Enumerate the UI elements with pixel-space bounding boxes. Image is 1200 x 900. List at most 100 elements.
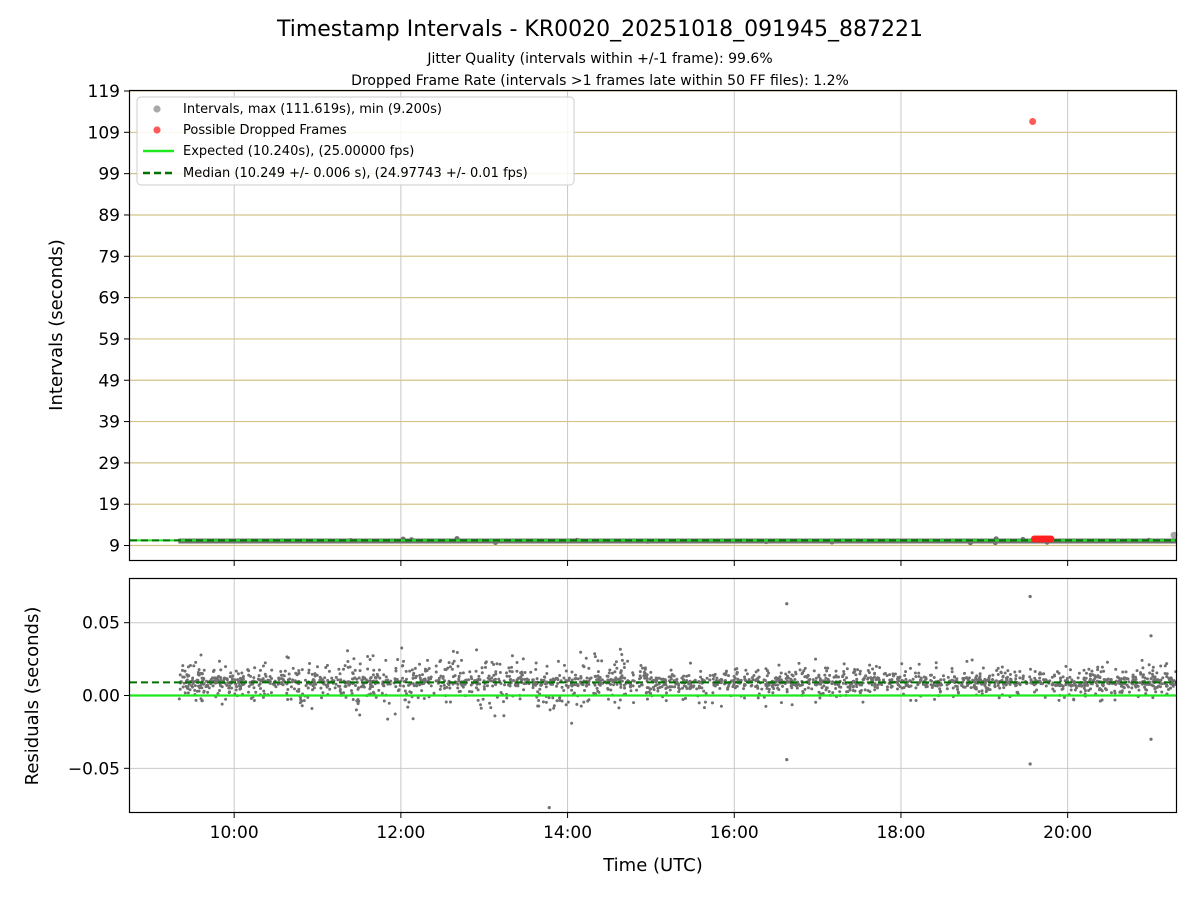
residual-point [1055,670,1059,674]
residual-point [209,678,213,682]
residual-point [544,685,548,689]
residual-point [903,674,907,678]
residual-point [711,677,715,681]
residual-point [855,685,859,689]
legend-expected-label: Expected (10.240s), (25.00000 fps) [183,144,414,159]
residual-point [664,691,668,695]
residual-point [297,669,301,673]
residual-point [503,683,507,687]
residual-point [280,680,284,684]
residual-point [885,688,889,692]
residual-point [269,691,273,695]
residual-point [540,683,544,687]
residual-point [1083,689,1087,693]
residual-point [911,677,915,681]
residual-point [1042,672,1046,676]
residual-point [488,677,492,681]
residual-point [579,650,583,654]
bottom-y-tick-label: 0.00 [82,687,120,707]
residual-point [287,672,291,676]
residual-point [1082,686,1086,690]
residual-point [1033,669,1037,673]
residual-point [917,681,921,685]
residual-point [225,678,229,682]
residual-point [643,671,647,675]
residual-point [988,674,992,678]
residual-point [361,684,365,688]
residual-point [490,660,494,664]
residual-point [403,689,407,693]
residual-point [736,677,740,681]
residual-point [837,675,841,679]
dropped-frame-rate-subtitle: Dropped Frame Rate (intervals >1 frames … [351,73,849,89]
residual-point [1029,667,1033,671]
residual-point [885,674,889,678]
residual-point [598,681,602,685]
residual-point [652,688,656,692]
residual-point [307,671,311,675]
residual-point [607,671,611,675]
residual-point [779,701,783,705]
residual-point [422,697,426,701]
residual-point [764,684,768,688]
residual-point [1038,676,1042,680]
residual-point [932,676,936,680]
residual-point [508,669,512,673]
residual-point [861,678,865,682]
top-axes-frame [128,89,1178,562]
residual-point [1099,670,1103,674]
residual-point [447,683,451,687]
residual-point [418,662,422,666]
residual-point [1064,664,1068,668]
residual-point [180,668,184,672]
residual-point [643,667,647,671]
residual-point [403,698,407,702]
residual-point [423,677,427,681]
residual-point [510,670,514,674]
residual-point [914,686,918,690]
residual-point [606,697,610,701]
residual-point [270,676,274,680]
residual-point [482,685,486,689]
residual-point [1109,691,1113,695]
residual-point [1087,667,1091,671]
residual-point [1001,682,1005,686]
residual-point [186,665,190,669]
dropped-frame-point [1047,535,1055,543]
residual-point [357,686,361,690]
residual-point [1114,667,1118,671]
residual-point [194,698,198,702]
residual-point [308,662,312,666]
residual-point [358,662,362,666]
residual-point [346,649,350,653]
residual-point [378,676,382,680]
residual-point [760,687,764,691]
residual-point [983,677,987,681]
residual-point [866,677,870,681]
residual-point [291,666,295,670]
residual-point [194,660,198,664]
residual-point [457,674,461,678]
residual-point [1065,676,1069,680]
residual-point [697,701,701,705]
residual-point [508,684,512,688]
residual-point [690,684,694,688]
residual-point [453,674,457,678]
residual-point [619,671,623,675]
residual-point [258,668,262,672]
residual-point [502,700,506,704]
residual-point [852,679,856,683]
residual-point [178,673,182,677]
residual-point [605,674,609,678]
residual-point [889,685,893,689]
residual-point [415,684,419,688]
residual-point [357,676,361,680]
residual-point [895,687,899,691]
residual-point [669,677,673,681]
residual-point [439,674,443,678]
residual-point [461,671,465,675]
residual-point [813,682,817,686]
residual-point [988,688,992,692]
residual-point [858,669,862,673]
residual-point [921,682,925,686]
